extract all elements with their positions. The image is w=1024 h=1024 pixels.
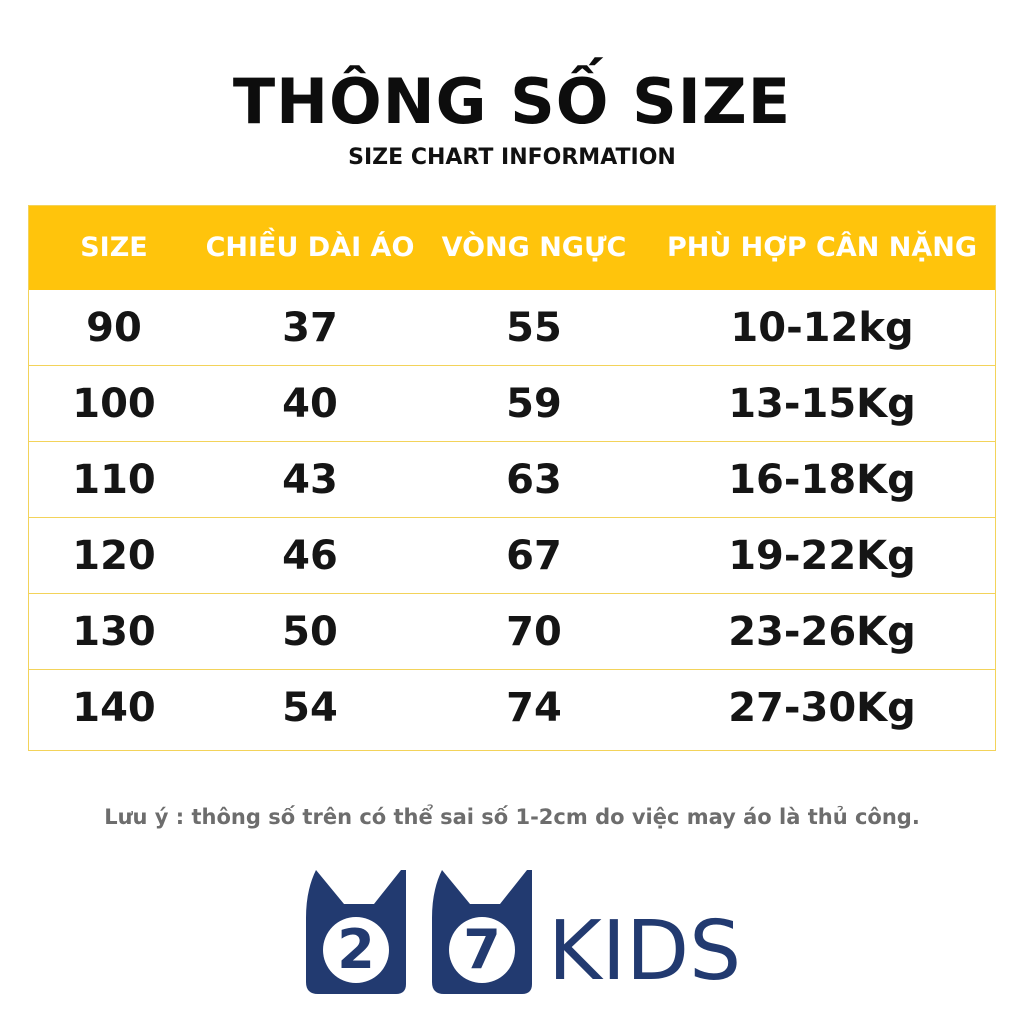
brand-logo: 2 7 KIDS: [300, 862, 770, 999]
cell-size: 110: [72, 457, 156, 503]
table-row: 120 46 67 19-22Kg: [29, 518, 995, 594]
table-row: 100 40 59 13-15Kg: [29, 366, 995, 442]
cell-weight: 13-15Kg: [728, 381, 916, 427]
disclaimer-note: Lưu ý : thông số trên có thể sai số 1-2c…: [104, 805, 920, 829]
cell-length: 46: [282, 533, 338, 579]
cell-weight: 27-30Kg: [728, 685, 916, 731]
page-title: THÔNG SỐ SIZE: [232, 65, 792, 138]
cell-chest: 67: [506, 533, 562, 579]
bag-circle-2: [449, 917, 515, 983]
table-row: 140 54 74 27-30Kg: [29, 670, 995, 746]
cell-chest: 55: [506, 305, 562, 351]
logo-digit-2: 7: [463, 918, 501, 981]
cell-chest: 59: [506, 381, 562, 427]
page-subtitle: SIZE CHART INFORMATION: [348, 145, 676, 170]
logo-mark-icon: 2 7 KIDS: [306, 870, 741, 999]
table-row: 130 50 70 23-26Kg: [29, 594, 995, 670]
cell-size: 120: [72, 533, 156, 579]
table-row: 110 43 63 16-18Kg: [29, 442, 995, 518]
cell-weight: 19-22Kg: [728, 533, 916, 579]
cell-weight: 23-26Kg: [728, 609, 916, 655]
cell-size: 140: [72, 685, 156, 731]
cell-length: 40: [282, 381, 338, 427]
cell-length: 54: [282, 685, 338, 731]
header-chest: VÒNG NGỰC: [441, 232, 627, 263]
logo-word: KIDS: [548, 904, 741, 999]
header-size: SIZE: [80, 232, 148, 263]
cell-size: 90: [86, 305, 142, 351]
size-chart-table: SIZE CHIỀU DÀI ÁO VÒNG NGỰC PHÙ HỢP CÂN …: [28, 205, 996, 751]
cell-chest: 74: [506, 685, 562, 731]
table-row: 90 37 55 10-12kg: [29, 290, 995, 366]
header-weight: PHÙ HỢP CÂN NẶNG: [666, 232, 978, 263]
cell-length: 43: [282, 457, 338, 503]
logo-digit-1: 2: [337, 918, 375, 981]
bag-circle-1: [323, 917, 389, 983]
table-header: SIZE CHIỀU DÀI ÁO VÒNG NGỰC PHÙ HỢP CÂN …: [29, 206, 995, 290]
cell-size: 100: [72, 381, 156, 427]
cell-length: 50: [282, 609, 338, 655]
cell-weight: 16-18Kg: [728, 457, 916, 503]
cell-chest: 63: [506, 457, 562, 503]
cell-size: 130: [72, 609, 156, 655]
cell-chest: 70: [506, 609, 562, 655]
header-length: CHIỀU DÀI ÁO: [205, 232, 415, 263]
cell-length: 37: [282, 305, 338, 351]
cell-weight: 10-12kg: [730, 305, 914, 351]
